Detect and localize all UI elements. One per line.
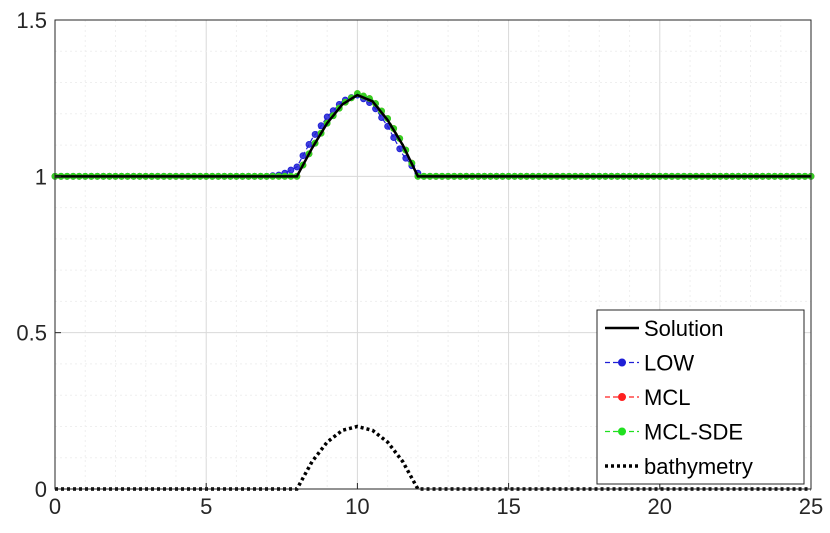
- x-tick-label: 5: [200, 494, 212, 519]
- data-point-low: [311, 131, 319, 138]
- y-tick-label: 0.5: [16, 321, 47, 346]
- x-tick-label: 20: [648, 494, 672, 519]
- legend-label: bathymetry: [644, 454, 753, 479]
- x-tick-label: 10: [345, 494, 369, 519]
- legend-item-low: LOW: [605, 351, 694, 376]
- data-point-low: [287, 166, 295, 174]
- legend-label: LOW: [644, 351, 694, 376]
- legend-item-mcl-sde: MCL-SDE: [605, 420, 743, 445]
- legend-marker-low: [618, 358, 626, 367]
- legend: Solution LOW MCL MCL-SDE bathymetry: [596, 309, 805, 485]
- legend-marker-mcl: [618, 393, 626, 401]
- y-tick-label: 1.5: [16, 8, 47, 33]
- data-point-low: [317, 122, 325, 130]
- data-point-low: [299, 152, 307, 160]
- x-tick-label: 15: [496, 494, 520, 519]
- legend-label: Solution: [644, 316, 724, 341]
- ticks: 0 5 10 15 20 25 0 0.5 1 1.5: [16, 8, 823, 519]
- y-tick-label: 1: [35, 164, 47, 189]
- data-point-low: [305, 141, 313, 148]
- y-tick-label: 0: [35, 477, 47, 502]
- legend-label: MCL-SDE: [644, 420, 743, 445]
- legend-marker-mcl-sde: [618, 427, 626, 436]
- series-line-solution: [55, 93, 811, 178]
- legend-label: MCL: [644, 385, 690, 410]
- data-point-low: [396, 145, 404, 153]
- series-solution: [55, 93, 811, 178]
- x-tick-label: 0: [49, 494, 61, 519]
- data-point-low: [293, 163, 301, 171]
- legend-item-solution: Solution: [605, 316, 724, 341]
- legend-item-mcl: MCL: [605, 385, 690, 410]
- plot-frame: [54, 19, 812, 490]
- legend-item-bathymetry: bathymetry: [605, 454, 753, 479]
- x-tick-label: 25: [799, 494, 823, 519]
